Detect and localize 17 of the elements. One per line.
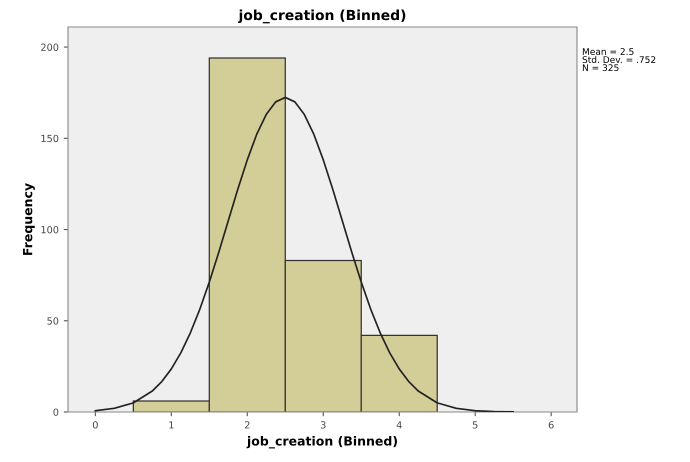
- x-tick-label: 6: [548, 421, 554, 429]
- y-tick-label: 200: [41, 44, 58, 51]
- chart-title: job_creation (Binned): [238, 10, 406, 24]
- text: Mean = 2.5 Std. Dev. = .752 N = 325: [582, 48, 656, 72]
- x-tick-label: 2: [244, 421, 250, 428]
- x-tick-label: 1: [169, 421, 174, 428]
- line-series: [94, 96, 514, 412]
- y-tick-label: 150: [41, 134, 58, 142]
- y-tick-label: 0: [53, 408, 58, 416]
- x-tick-label: 5: [472, 421, 478, 429]
- y-axis-title: Frequency: [23, 183, 35, 255]
- y-tick-label: 50: [47, 317, 58, 325]
- x-tick-label: 3: [320, 421, 326, 429]
- x-tick-label: 0: [92, 421, 98, 429]
- x-axis-title: job_creation (Binned): [246, 436, 397, 448]
- y-tick-label: 100: [41, 226, 58, 234]
- x-tick-label: 4: [396, 421, 402, 428]
